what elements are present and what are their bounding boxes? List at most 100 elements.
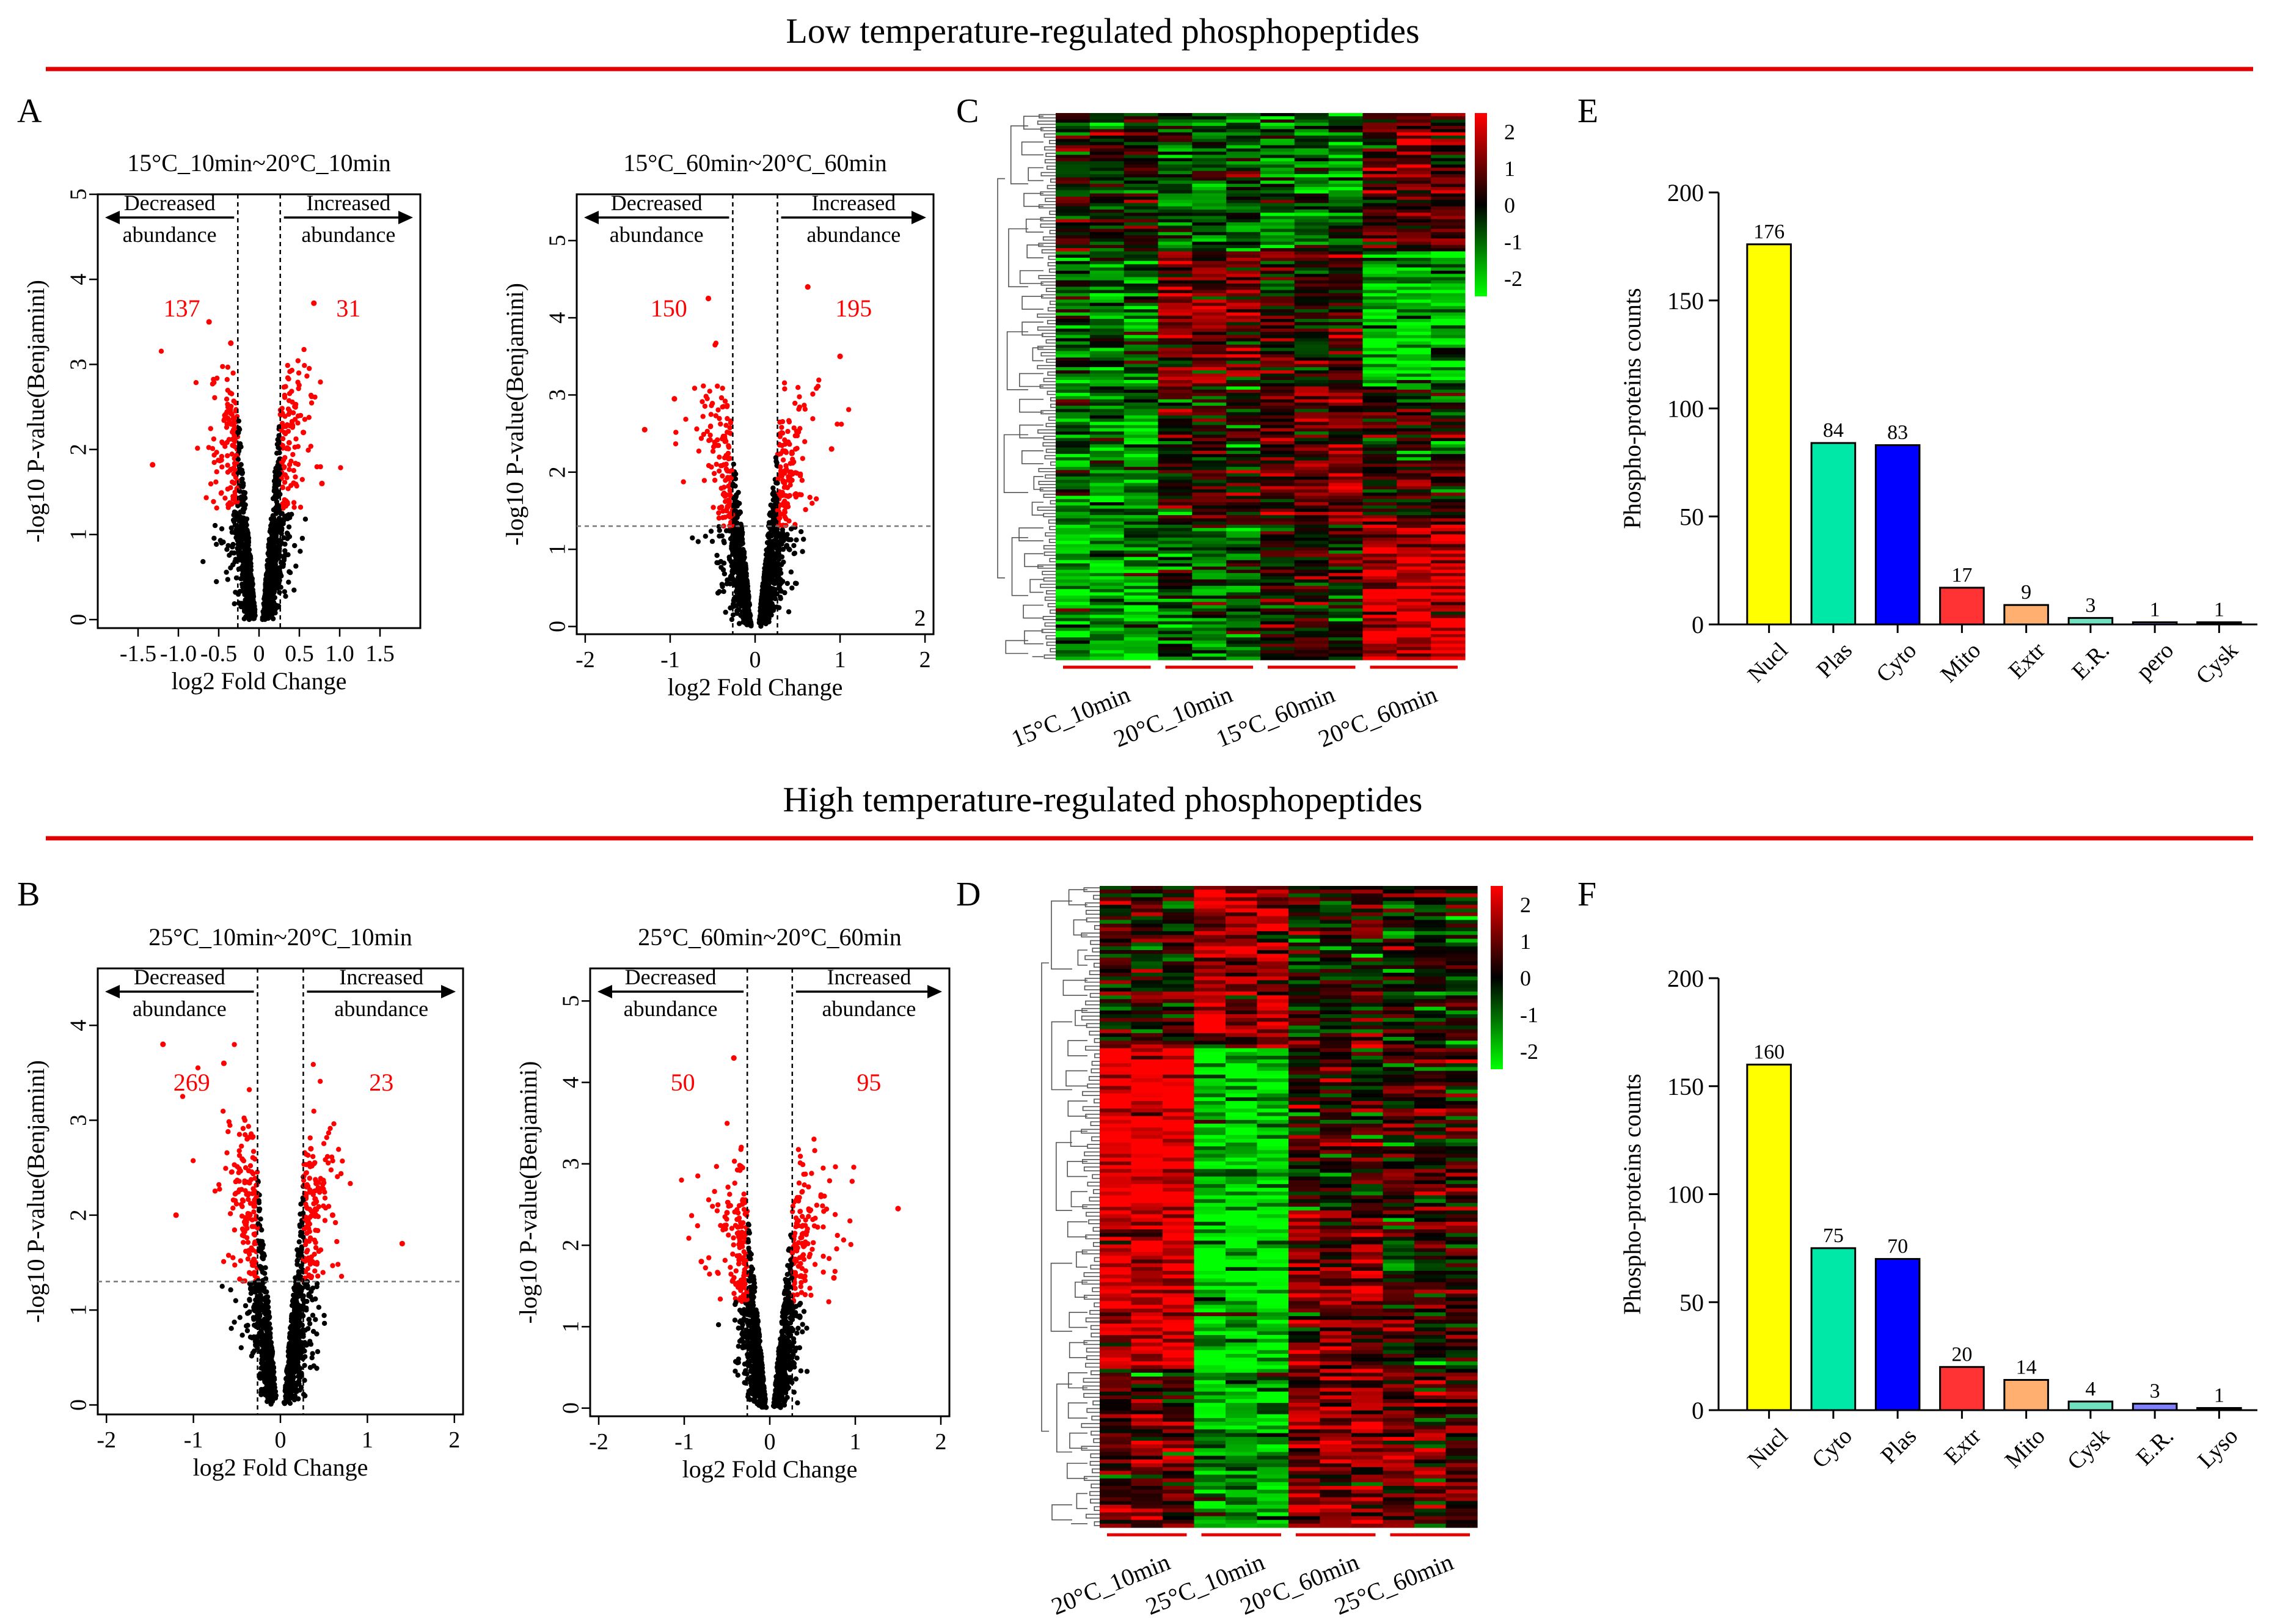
volcano-point (236, 1179, 242, 1184)
volcano-point (292, 1384, 298, 1389)
volcano-point (315, 1185, 321, 1191)
volcano-point (835, 1232, 840, 1238)
volcano-point (303, 1215, 309, 1220)
volcano-point (312, 1160, 318, 1166)
volcano-point (307, 1162, 312, 1168)
volcano-point (801, 1257, 807, 1262)
volcano-point (313, 1177, 318, 1182)
volcano-point (806, 1184, 811, 1190)
volcano-point (210, 446, 216, 452)
volcano-point (795, 1400, 800, 1406)
volcano-point (783, 448, 788, 454)
x-tick-label: -0.5 (200, 641, 237, 667)
increased-label: Increased (339, 965, 423, 989)
volcano-point (312, 1188, 317, 1194)
volcano-point (739, 550, 745, 556)
volcano-point (243, 1165, 249, 1171)
volcano-point (241, 518, 247, 524)
volcano-point (288, 458, 294, 464)
volcano-point (729, 1226, 735, 1231)
volcano-point-significant (399, 1240, 405, 1247)
volcano-point (305, 1266, 310, 1271)
volcano-point (709, 403, 714, 408)
volcano-point (263, 1352, 268, 1358)
volcano-point (308, 392, 314, 398)
volcano-plot-b2: 25°C_60min~20°C_60minDecreasedabundanceI… (514, 923, 951, 1483)
volcano-point (720, 404, 725, 410)
volcano-point (225, 463, 230, 468)
volcano-point (298, 505, 304, 510)
volcano-point (809, 1171, 814, 1176)
x-tick-label: -1.0 (160, 641, 197, 667)
volcano-point (717, 468, 722, 474)
volcano-point (251, 611, 257, 616)
decreased-count: 269 (174, 1069, 210, 1096)
volcano-point (810, 391, 816, 397)
volcano-point (673, 441, 679, 447)
volcano-point (249, 1353, 255, 1359)
volcano-point (712, 1188, 717, 1194)
volcano-plot-b1: 25°C_10min~20°C_10minDecreasedabundanceI… (22, 923, 464, 1481)
volcano-point (338, 1273, 345, 1279)
volcano-point (307, 1135, 313, 1141)
volcano-point (814, 1202, 820, 1208)
volcano-point (259, 1342, 265, 1348)
volcano-point (247, 1163, 254, 1169)
volcano-point (742, 587, 748, 592)
volcano-point (239, 525, 245, 531)
volcano-point (211, 535, 217, 541)
volcano-point (733, 1301, 738, 1308)
volcano-point (299, 477, 305, 482)
volcano-point (260, 1255, 265, 1261)
volcano-points (679, 1055, 901, 1410)
volcano-point (239, 1213, 245, 1219)
volcano-point (308, 1294, 313, 1300)
volcano-frame (97, 193, 422, 629)
volcano-point (291, 505, 297, 510)
volcano-point (798, 1368, 804, 1373)
volcano-point (269, 1349, 275, 1355)
volcano-point (258, 1216, 263, 1222)
volcano-point (293, 563, 299, 569)
volcano-point (299, 1293, 305, 1299)
volcano-point (229, 1169, 235, 1175)
volcano-point (718, 421, 723, 427)
decreased-label: Decreased (134, 965, 225, 989)
volcano-point (238, 1258, 243, 1264)
volcano-point (797, 492, 802, 497)
volcano-point (295, 1253, 301, 1259)
volcano-point (738, 613, 744, 618)
volcano-point (736, 621, 742, 626)
volcano-point (230, 518, 236, 523)
volcano-point (820, 1224, 826, 1230)
volcano-point (269, 1397, 275, 1403)
volcano-point (826, 1299, 831, 1304)
volcano-point (244, 1328, 250, 1334)
volcano-point (230, 370, 236, 376)
volcano-point (219, 490, 224, 496)
volcano-point (795, 1147, 802, 1152)
volcano-point (711, 470, 717, 477)
volcano-point (714, 560, 720, 566)
increased-count: 31 (336, 294, 360, 322)
volcano-frame (575, 193, 935, 635)
y-tick-label: 4 (66, 1020, 92, 1031)
x-tick-label: -2 (575, 647, 595, 673)
volcano-point (785, 428, 791, 434)
volcano-point (715, 1322, 722, 1328)
volcano-point (800, 1213, 805, 1220)
volcano-point (221, 1108, 226, 1114)
volcano-point (208, 426, 213, 431)
volcano-point (709, 538, 715, 544)
volcano-point (270, 616, 276, 621)
volcano-point (282, 480, 288, 485)
volcano-point (298, 549, 303, 554)
volcano-point (239, 1204, 245, 1210)
volcano-point (321, 1180, 327, 1186)
volcano-point (733, 1369, 738, 1374)
volcano-point (273, 483, 279, 489)
volcano-point (780, 532, 786, 538)
volcano-point (295, 1345, 301, 1350)
volcano-point (802, 439, 808, 444)
volcano-point (849, 1179, 855, 1184)
